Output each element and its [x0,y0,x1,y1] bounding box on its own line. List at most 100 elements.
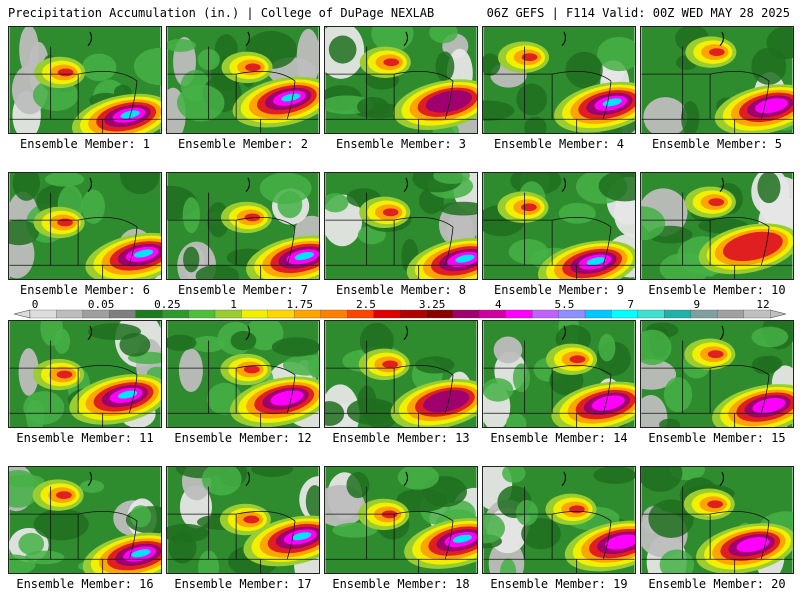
color-scale-swatch [373,309,401,319]
member-map-14 [482,320,636,428]
member-caption: Ensemble Member: 11 [16,431,154,445]
member-caption: Ensemble Member: 3 [335,137,467,151]
color-scale-label: 0.25 [154,298,181,311]
member-map-4 [482,26,636,134]
color-scale-swatch [452,309,480,319]
member-caption: Ensemble Member: 6 [19,283,151,297]
color-scale-label: 2.5 [355,298,376,311]
precip-field [9,321,161,427]
run-info: 06Z GEFS | F114 Valid: 00Z WED MAY 28 20… [486,6,790,20]
precip-field [641,321,793,427]
member-map-2 [166,26,320,134]
color-scale-swatch [161,309,190,319]
member-caption: Ensemble Member: 4 [493,137,625,151]
color-scale-swatch [637,309,665,319]
color-scale-label: 3.25 [418,298,446,311]
precip-field [483,321,635,427]
member-map-17 [166,466,320,574]
member-map-5 [640,26,794,134]
precip-field [167,27,319,133]
member-caption: Ensemble Member: 20 [648,577,786,591]
member-map-8 [324,172,478,280]
color-scale-label: 4 [494,298,502,311]
precip-field [483,27,635,133]
member-map-1 [8,26,162,134]
color-scale-swatch [294,309,322,319]
member-map-11 [8,320,162,428]
member-map-13 [324,320,478,428]
member-map-7 [166,172,320,280]
member-caption: Ensemble Member: 1 [19,137,151,151]
color-scale-swatch [479,309,507,319]
member-map-9 [482,172,636,280]
color-scale-swatch [664,309,692,319]
map-title: Precipitation Accumulation (in.) | Colle… [8,6,435,20]
member-caption: Ensemble Member: 19 [490,577,628,591]
color-scale-label: 7 [627,298,634,311]
precip-field [325,27,477,133]
member-map-18 [324,466,478,574]
color-scale-swatch [690,309,718,319]
precip-field [325,173,477,279]
color-scale-swatch [241,309,269,319]
color-scale-swatch [505,309,533,319]
color-scale-swatch [135,309,163,319]
color-scale-swatch [426,309,454,319]
color-scale-label: 0 [31,298,39,311]
member-caption: Ensemble Member: 12 [174,431,312,445]
color-scale-swatch [346,309,375,319]
color-scale-swatch [109,309,137,319]
member-caption: Ensemble Member: 16 [16,577,154,591]
member-caption: Ensemble Member: 14 [490,431,628,445]
color-scale-swatch [584,309,612,319]
precip-field [9,27,161,133]
color-scale-swatch [531,309,560,319]
member-caption: Ensemble Member: 10 [648,283,786,297]
precip-field [325,321,477,427]
member-caption: Ensemble Member: 7 [177,283,309,297]
precip-field [483,467,635,573]
precip-field [167,467,319,573]
precip-field [641,467,793,573]
color-scale-swatch [56,309,84,319]
precip-field [167,173,319,279]
color-scale-swatch [399,309,427,319]
color-scale-swatch [267,309,295,319]
member-map-12 [166,320,320,428]
member-caption: Ensemble Member: 9 [493,283,625,297]
color-scale-label: 12 [756,298,770,311]
member-caption: Ensemble Member: 2 [177,137,309,151]
member-caption: Ensemble Member: 18 [332,577,470,591]
color-scale-swatch [716,309,745,319]
color-scale-swatch [188,309,216,319]
color-scale-swatch [611,309,639,319]
color-scale-swatch [29,309,57,319]
color-scale-label: 9 [693,298,701,311]
color-scale-bar [13,309,787,319]
color-scale-label: 0.05 [87,298,115,311]
member-caption: Ensemble Member: 8 [335,283,467,297]
color-scale-swatch [82,309,110,319]
member-map-3 [324,26,478,134]
member-map-10 [640,172,794,280]
precip-field [641,173,793,279]
member-map-15 [640,320,794,428]
member-map-19 [482,466,636,574]
precip-field [9,173,161,279]
member-caption: Ensemble Member: 15 [648,431,786,445]
color-scale-swatch [214,309,242,319]
color-scale-label: 1 [230,298,237,311]
color-scale-swatch [320,309,348,319]
member-caption: Ensemble Member: 13 [332,431,470,445]
precip-field [483,173,635,279]
precip-field [325,467,477,573]
color-scale-label: 5.5 [554,298,575,311]
precip-field [167,321,319,427]
member-map-20 [640,466,794,574]
color-scale-swatch [743,309,771,319]
color-scale-swatch [558,309,586,319]
member-map-6 [8,172,162,280]
precip-field [641,27,793,133]
member-caption: Ensemble Member: 5 [651,137,783,151]
member-caption: Ensemble Member: 17 [174,577,312,591]
